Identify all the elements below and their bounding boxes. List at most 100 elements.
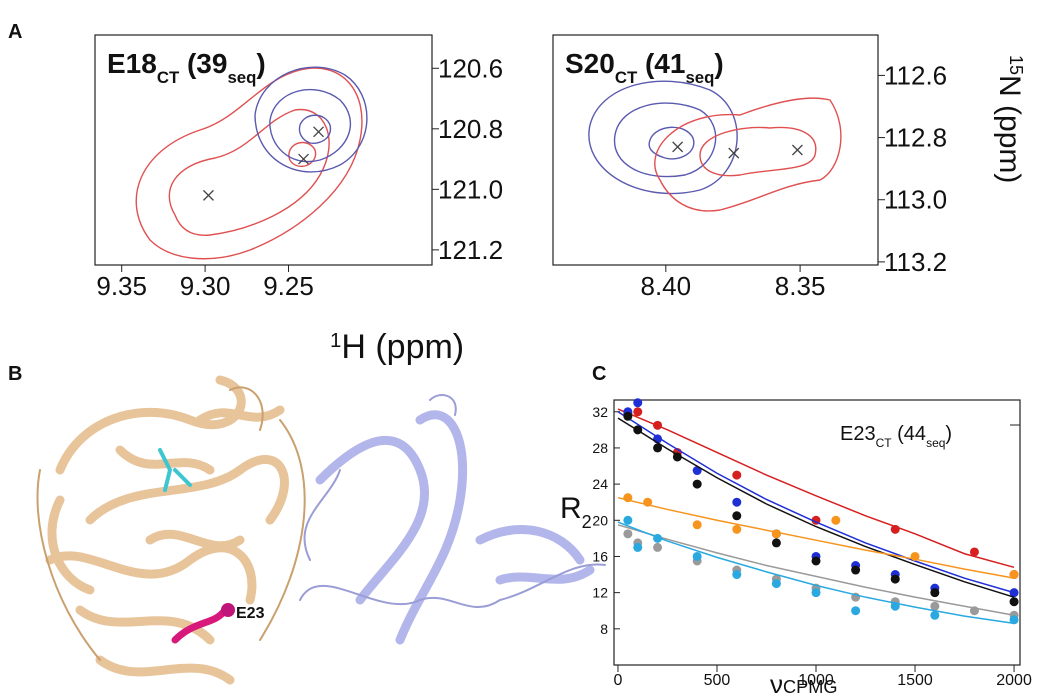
data-point bbox=[811, 588, 821, 598]
panel-title: S20CT (41seq) bbox=[565, 48, 724, 87]
text-part: H (ppm) bbox=[341, 328, 464, 366]
y-tick-label: 120.6 bbox=[438, 53, 503, 83]
x-tick-label: 8.40 bbox=[641, 271, 692, 301]
data-point bbox=[969, 606, 979, 616]
x-tick-label: 9.35 bbox=[96, 271, 147, 301]
x-tick-label: 9.30 bbox=[180, 271, 231, 301]
fit-curve bbox=[617, 496, 1015, 579]
data-point bbox=[653, 420, 663, 430]
data-point bbox=[623, 515, 633, 525]
text-part: (39 bbox=[179, 48, 227, 79]
text-part: CT bbox=[615, 68, 638, 87]
structure-label: E23 bbox=[236, 605, 265, 622]
data-point bbox=[653, 443, 663, 453]
panel-title: E18CT (39seq) bbox=[107, 48, 266, 87]
data-point bbox=[930, 610, 940, 620]
y-tick-label: 20 bbox=[592, 512, 608, 528]
plot-frame bbox=[552, 34, 879, 266]
data-point bbox=[672, 452, 682, 462]
y-tick-label: 16 bbox=[592, 548, 608, 564]
y-tick-label: 32 bbox=[592, 404, 608, 420]
data-point bbox=[910, 551, 920, 561]
text-part: CT bbox=[157, 68, 180, 87]
data-point bbox=[771, 538, 781, 548]
fit-curve bbox=[617, 408, 1015, 569]
fit-curve bbox=[617, 411, 1015, 594]
y-tick-label: 24 bbox=[592, 476, 608, 492]
fit-curve bbox=[617, 417, 1015, 598]
text-part: E18 bbox=[107, 48, 157, 79]
text-part: E23 bbox=[840, 423, 876, 445]
fit-curve bbox=[617, 524, 1015, 616]
x-tick-label: 500 bbox=[704, 672, 731, 689]
data-point bbox=[633, 407, 643, 417]
data-point bbox=[623, 411, 633, 421]
y-tick-label: 120.8 bbox=[438, 114, 503, 144]
x-tick-label: 1000 bbox=[798, 672, 834, 689]
fit-curve bbox=[617, 521, 1015, 625]
y-tick-label: 12 bbox=[592, 585, 608, 601]
data-point bbox=[732, 470, 742, 480]
data-point bbox=[692, 520, 702, 530]
x-axis-label: 1H (ppm) bbox=[330, 328, 464, 366]
plot-frame bbox=[613, 399, 1021, 666]
text-part: 1 bbox=[330, 330, 341, 352]
text-part: seq bbox=[926, 436, 945, 450]
plot-frame bbox=[94, 34, 433, 266]
panel-label: A bbox=[8, 21, 22, 43]
text-part: CT bbox=[876, 436, 893, 450]
protein-structure bbox=[36, 375, 606, 685]
data-point bbox=[930, 601, 940, 611]
x-tick-label: 0 bbox=[614, 672, 623, 689]
text-part: (44 bbox=[892, 423, 926, 445]
y-tick-label: 113.2 bbox=[884, 247, 947, 277]
panel-label: B bbox=[8, 363, 22, 385]
x-tick-label: 8.35 bbox=[775, 271, 826, 301]
text-part: seq bbox=[227, 68, 256, 87]
data-point bbox=[732, 511, 742, 521]
data-point bbox=[890, 524, 900, 534]
data-point bbox=[969, 547, 979, 557]
peak-marker bbox=[728, 147, 740, 159]
data-point bbox=[633, 398, 643, 408]
peak-marker bbox=[313, 126, 325, 138]
text-part: CPMG bbox=[783, 677, 838, 697]
text-part: 15 bbox=[1006, 55, 1026, 75]
data-point bbox=[1009, 570, 1019, 580]
x-tick-label: 2000 bbox=[996, 672, 1032, 689]
annotation: E23CT (44seq) bbox=[840, 423, 952, 450]
data-point bbox=[692, 551, 702, 561]
data-point bbox=[851, 565, 861, 575]
y-tick-label: 8 bbox=[600, 621, 608, 637]
text-part: ) bbox=[256, 48, 265, 79]
y-tick-label: 112.6 bbox=[884, 60, 947, 90]
data-point bbox=[692, 479, 702, 489]
data-point bbox=[771, 529, 781, 539]
y-tick-label: 112.8 bbox=[884, 123, 947, 153]
contours bbox=[135, 66, 842, 260]
y-tick-label: 113.0 bbox=[884, 185, 947, 215]
data-point bbox=[1009, 615, 1019, 625]
data-point bbox=[771, 579, 781, 589]
data-point bbox=[653, 533, 663, 543]
x-tick-label: 9.25 bbox=[263, 271, 314, 301]
peak-marker bbox=[202, 189, 214, 201]
peak-marker bbox=[791, 144, 803, 156]
data-point bbox=[831, 515, 841, 525]
data-point bbox=[1009, 597, 1019, 607]
y-axis-label: R2 bbox=[560, 492, 592, 532]
y-tick-label: 121.2 bbox=[438, 235, 503, 265]
data-point bbox=[890, 574, 900, 584]
data-point bbox=[653, 542, 663, 552]
y-tick-label: 28 bbox=[592, 440, 608, 456]
data-point bbox=[811, 556, 821, 566]
data-point bbox=[1009, 588, 1019, 598]
y-tick-label: 121.0 bbox=[438, 174, 503, 204]
data-point bbox=[930, 588, 940, 598]
data-point bbox=[732, 570, 742, 580]
data-point bbox=[851, 606, 861, 616]
peak-marker bbox=[672, 141, 684, 153]
data-point bbox=[643, 497, 653, 507]
text-part: R bbox=[560, 492, 582, 525]
